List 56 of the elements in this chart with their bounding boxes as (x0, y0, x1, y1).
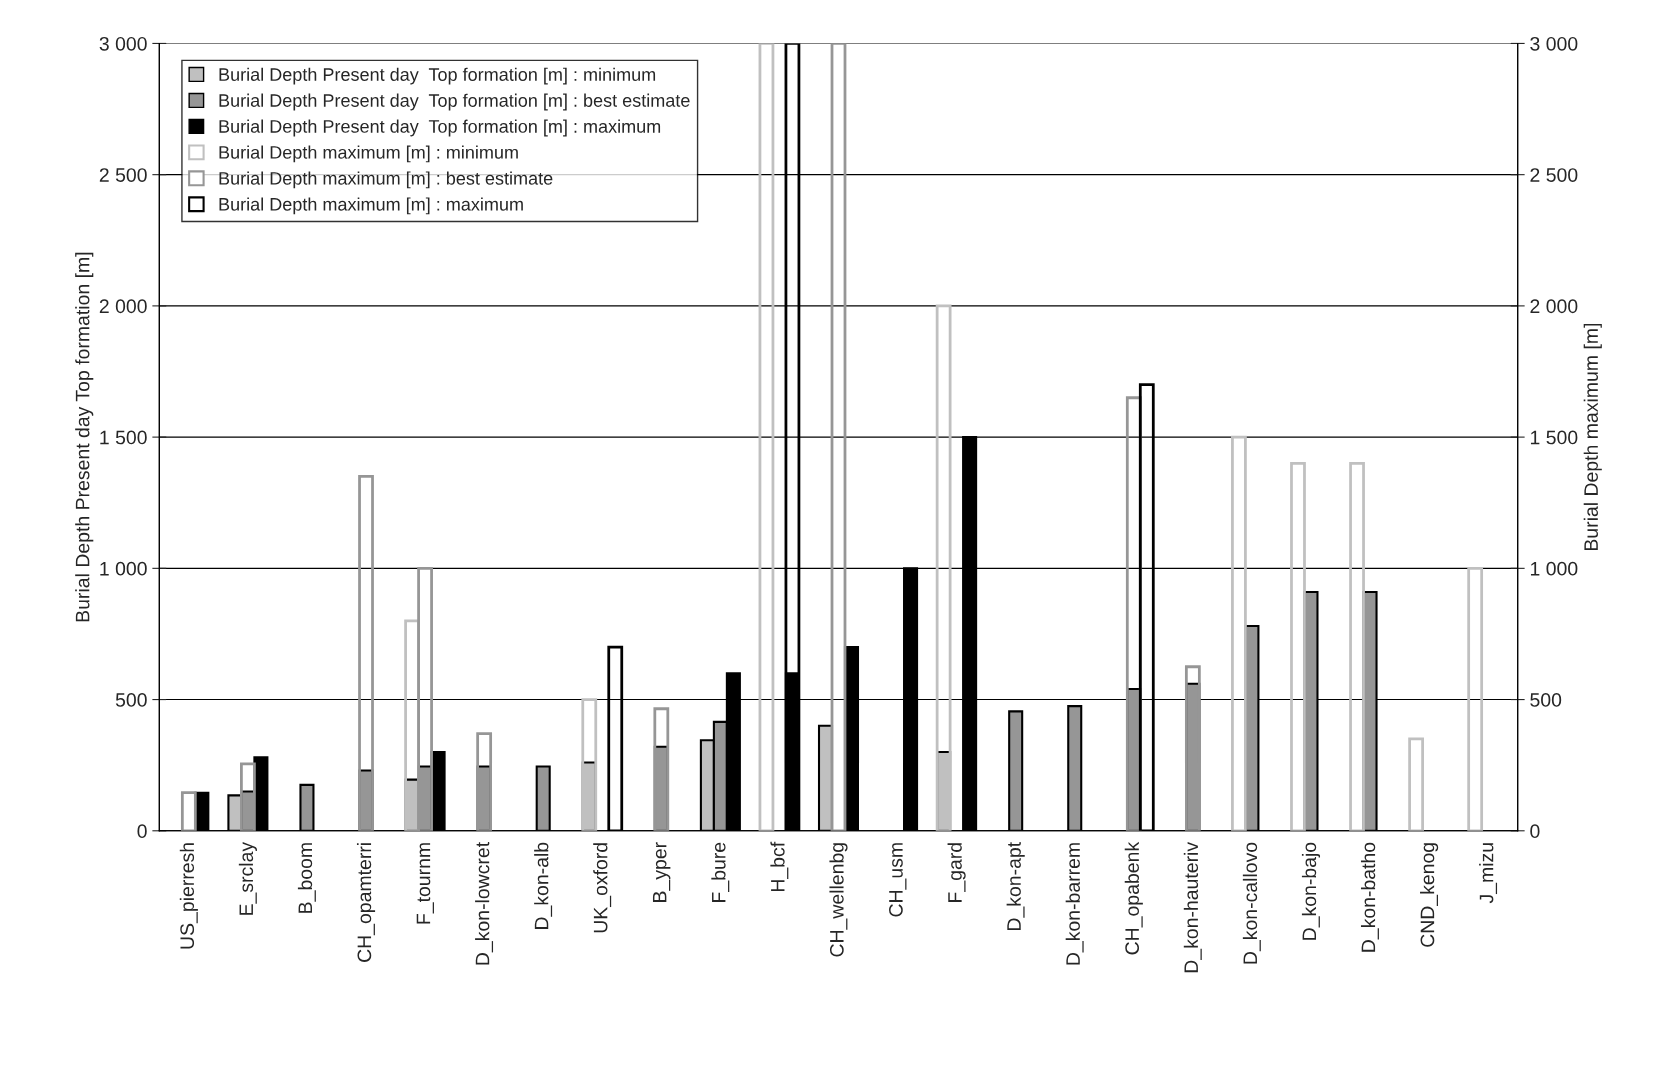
legend-label: Burial Depth maximum [m] : best estimate (219, 171, 553, 189)
y2-axis-title: Burial Depth maximum [m] (1583, 323, 1602, 551)
bar (1184, 665, 1201, 831)
legend-label: Burial Depth Present day Top formation [m] : maximum (219, 119, 661, 137)
bar (1408, 737, 1424, 831)
bar (935, 304, 952, 831)
y-tick-label: 0 (137, 824, 147, 839)
x-tick-label: F_bure (711, 842, 730, 902)
legend-label: Burial Depth maximum [m] : minimum (219, 145, 518, 163)
x-tick-label: D_kon-apt (1006, 842, 1025, 931)
bar (581, 698, 598, 831)
y2-tick-label: 2 000 (1530, 299, 1578, 314)
bar (653, 707, 670, 831)
bar (1467, 566, 1484, 831)
x-tick-label: CH_wellenbg (829, 843, 848, 957)
bar (358, 475, 374, 831)
bar (417, 566, 433, 831)
x-tick-label: F_gard (947, 843, 966, 902)
legend-label: Burial Depth maximum [m] : maximum (219, 197, 523, 215)
x-tick-label: CH_opamterri (356, 843, 376, 962)
x-tick-label: D_kon-bajo (1301, 842, 1321, 940)
x-tick-label: J_mizu (1479, 843, 1498, 904)
x-tick-label: CH_opabenk (1124, 841, 1143, 955)
y-tick-label: 2 500 (99, 168, 147, 182)
x-tick-label: D_kon-hauteriv (1183, 841, 1202, 973)
y-axis-title: Burial Depth Present day Top formation [m] (75, 252, 94, 622)
y2-tick-label: 500 (1530, 693, 1562, 707)
x-tick-label: CH_usm (889, 843, 907, 917)
y2-tick-label: 1 500 (1530, 430, 1578, 445)
x-tick-label: F_tournm (416, 843, 434, 924)
y-tick-label: 500 (115, 693, 147, 707)
y2-tick-label: 3 000 (1530, 36, 1578, 51)
x-tick-label: UK_oxford (593, 843, 612, 933)
x-tick-label: D_kon-callovo (1242, 842, 1261, 964)
x-tick-label: D_kon-alb (534, 842, 553, 929)
legend-label: Burial Depth Present day Top formation [m] : best estimate (219, 93, 690, 111)
x-tick-label: US_pierresh (179, 843, 198, 949)
y2-tick-label: 2 500 (1530, 168, 1578, 182)
x-tick-label: D_kon-batho (1360, 842, 1379, 952)
bar (830, 43, 847, 831)
y-tick-label: 1 500 (100, 430, 147, 445)
x-tick-label: CND_kenog (1420, 843, 1439, 947)
x-tick-label: H_bcf (770, 841, 789, 892)
x-tick-label: E_srclay (238, 841, 257, 915)
legend-label: Burial Depth Present day Top formation [m] : minimum (219, 67, 656, 85)
x-tick-label: D_kon-lowcret (475, 842, 494, 965)
bar (476, 732, 493, 831)
y-tick-label: 1 000 (100, 561, 147, 576)
y2-tick-label: 1 000 (1530, 561, 1578, 576)
bar (758, 43, 775, 831)
x-tick-label: B_yper (652, 842, 671, 902)
y2-tick-label: 0 (1530, 824, 1540, 839)
x-tick-label: D_kon-barrem (1065, 843, 1084, 965)
x-tick-label: B_boom (297, 843, 316, 913)
y-tick-label: 3 000 (99, 36, 147, 51)
y-tick-label: 2 000 (99, 299, 147, 314)
